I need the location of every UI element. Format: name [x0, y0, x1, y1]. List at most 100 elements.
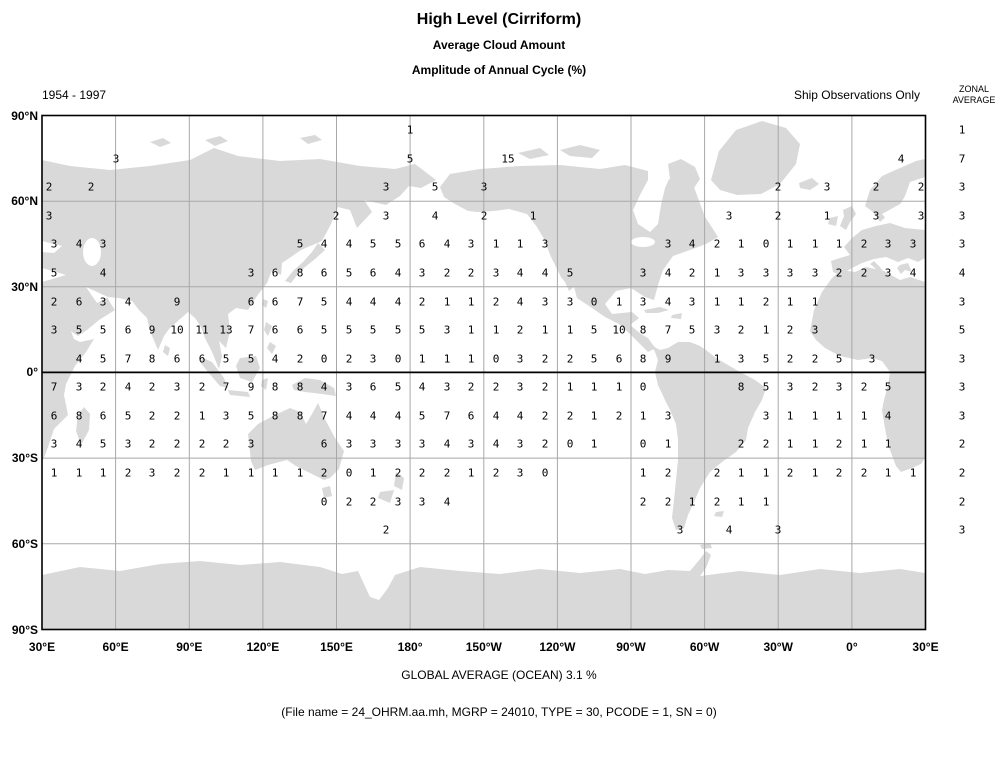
box-value-35N: 5: [345, 266, 353, 280]
box-value-5S: 2: [541, 380, 549, 394]
box-value-5N: 2: [541, 352, 549, 366]
box-value-25N: 5: [320, 295, 328, 308]
box-value-35N: 2: [835, 266, 843, 280]
box-value-15N: 1: [467, 323, 475, 337]
box-value-15N: 8: [639, 323, 647, 337]
box-value-5S: 7: [222, 380, 230, 394]
box-value-5N: 9: [664, 352, 672, 366]
box-value-5S: 8: [296, 380, 304, 394]
box-value-45S: 1: [737, 495, 745, 509]
box-value-5S: 2: [860, 380, 868, 394]
longitude-tick-label: 30°W: [763, 640, 793, 654]
box-value-35N: 4: [541, 266, 549, 280]
box-value-25N: 3: [566, 295, 574, 308]
box-value-5S: 1: [590, 380, 598, 394]
box-value-5S: 8: [737, 380, 745, 394]
box-value-45S: 1: [688, 495, 696, 509]
box-value-15S: 3: [664, 409, 672, 423]
box-value-35N: 3: [786, 266, 794, 280]
box-value-35N: 3: [811, 266, 819, 280]
box-value-5N: 4: [271, 352, 279, 366]
box-value-15S: 7: [443, 409, 451, 423]
box-value-45N: 1: [737, 237, 745, 251]
box-value-5S: 6: [369, 380, 377, 394]
box-value-15N: 5: [688, 323, 696, 337]
box-value-5S: 4: [320, 380, 328, 394]
box-value-35N: 6: [271, 266, 279, 280]
box-value-25S: 6: [320, 437, 328, 451]
box-value-35N: 3: [737, 266, 745, 280]
box-value-5S: 3: [516, 380, 524, 394]
box-value-5N: 7: [124, 352, 132, 366]
box-value-35S: 1: [99, 466, 107, 480]
box-value-45N: 3: [884, 237, 892, 251]
box-value-15S: 2: [615, 409, 623, 423]
box-value-45S: 0: [320, 495, 328, 509]
box-value-15N: 10: [170, 323, 184, 337]
box-value-15N: 3: [50, 323, 58, 337]
box-value-35S: 1: [271, 466, 279, 480]
box-value-65N: 2: [872, 180, 880, 194]
box-value-5S: 9: [247, 380, 255, 394]
box-value-35N: 4: [909, 266, 917, 280]
box-value-15N: 2: [737, 323, 745, 337]
box-value-25S: 3: [467, 437, 475, 451]
box-value-35N: 3: [884, 266, 892, 280]
box-value-15S: 4: [394, 409, 402, 423]
box-value-75N: 4: [897, 152, 905, 166]
zonal-average-85N: 1: [958, 123, 966, 137]
box-value-45N: 1: [786, 237, 794, 251]
box-value-15S: 1: [835, 409, 843, 423]
box-value-55N: 1: [823, 209, 831, 223]
box-value-25N: 9: [173, 295, 181, 308]
box-value-15S: 5: [247, 409, 255, 423]
box-value-65N: 3: [823, 180, 831, 194]
box-value-15N: 3: [713, 323, 721, 337]
box-value-35S: 3: [516, 466, 524, 480]
box-value-5N: 0: [492, 352, 500, 366]
box-value-45N: 3: [467, 237, 475, 251]
box-value-65N: 5: [431, 180, 439, 194]
box-value-25N: 3: [688, 295, 696, 308]
zonal-average-35S: 2: [958, 466, 966, 480]
box-value-35S: 1: [75, 466, 83, 480]
box-value-35S: 2: [418, 466, 426, 480]
box-value-5N: 2: [566, 352, 574, 366]
box-value-35S: 2: [786, 466, 794, 480]
box-value-15N: 5: [320, 323, 328, 337]
box-value-45N: 1: [835, 237, 843, 251]
zonal-average-35N: 4: [958, 266, 966, 280]
box-value-5S: 5: [884, 380, 892, 394]
box-value-15N: 5: [345, 323, 353, 337]
box-value-45N: 5: [296, 237, 304, 251]
box-value-55S: 2: [382, 523, 390, 537]
box-value-5N: 5: [762, 352, 770, 366]
longitude-tick-label: 60°E: [102, 640, 129, 654]
box-value-35S: 1: [884, 466, 892, 480]
latitude-tick-label: 60°S: [11, 536, 38, 551]
longitude-tick-label: 0°: [846, 640, 858, 654]
box-value-5N: 2: [345, 352, 353, 366]
box-value-25N: 2: [418, 295, 426, 308]
box-value-35S: 2: [124, 466, 132, 480]
box-value-5S: 2: [467, 380, 475, 394]
graticule-grid: [41, 114, 927, 631]
box-value-35S: 0: [541, 466, 549, 480]
box-value-15N: 5: [590, 323, 598, 337]
box-value-15S: 2: [148, 409, 156, 423]
box-value-5S: 5: [762, 380, 770, 394]
zonal-average-55S: 3: [958, 523, 966, 537]
box-value-5N: 8: [639, 352, 647, 366]
box-value-45N: 5: [394, 237, 402, 251]
longitude-tick-label: 90°W: [616, 640, 646, 654]
box-value-25N: 3: [99, 295, 107, 308]
latitude-tick-label: 30°S: [11, 451, 38, 466]
box-value-25S: 2: [835, 437, 843, 451]
box-value-5S: 3: [75, 380, 83, 394]
box-value-45N: 5: [369, 237, 377, 251]
box-value-5S: 5: [394, 380, 402, 394]
box-value-25S: 3: [394, 437, 402, 451]
box-value-5N: 1: [467, 352, 475, 366]
box-value-25N: 3: [639, 295, 647, 308]
